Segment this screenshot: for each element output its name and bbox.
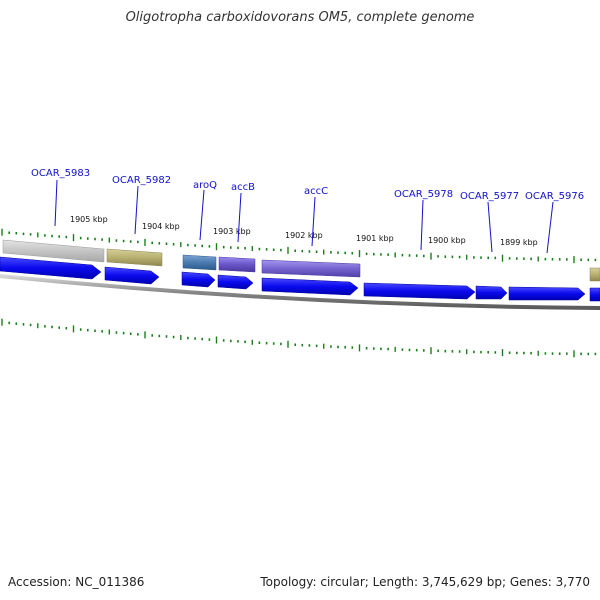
- genome-stats-text: Topology: circular; Length: 3,745,629 bp…: [260, 575, 590, 589]
- cds-arrow-ocar-5978[interactable]: [363, 282, 476, 300]
- gene-labels: OCAR_5983 OCAR_5982 aroQ accB accC OCAR_…: [31, 168, 584, 202]
- ortholog-track: [2, 239, 600, 282]
- kbp-label-1901: 1901 kbp: [356, 234, 394, 243]
- genome-title: Oligotropha carboxidovorans OM5, complet…: [125, 10, 475, 25]
- ortholog-block-ocar-5982[interactable]: [106, 248, 163, 267]
- gene-label-ocar-5977[interactable]: OCAR_5977: [460, 191, 519, 202]
- genome-backbone: [0, 274, 600, 310]
- leader-accc: [311, 196, 316, 247]
- kbp-label-1905: 1905 kbp: [70, 215, 108, 224]
- kbp-label-1904: 1904 kbp: [142, 222, 180, 231]
- cds-arrow-accb[interactable]: [217, 274, 254, 290]
- ortholog-block-right-edge[interactable]: [589, 267, 600, 282]
- ortholog-block-accc[interactable]: [261, 259, 361, 278]
- gene-leader-lines: [54, 179, 554, 254]
- leader-ocar-5976: [546, 201, 554, 254]
- ortholog-block-aroq[interactable]: [182, 254, 217, 271]
- cds-arrow-ocar-5977[interactable]: [475, 285, 508, 300]
- gene-label-ocar-5976[interactable]: OCAR_5976: [525, 191, 584, 202]
- ortholog-block-ocar-5983[interactable]: [2, 239, 105, 263]
- leader-ocar-5978: [420, 199, 424, 251]
- kbp-label-1902: 1902 kbp: [285, 231, 323, 240]
- gene-label-accb[interactable]: accB: [231, 182, 255, 193]
- kbp-label-1899: 1899 kbp: [500, 238, 538, 247]
- ortholog-block-accb[interactable]: [218, 256, 256, 273]
- leader-accb: [237, 192, 242, 243]
- kbp-scale-labels: 1905 kbp 1904 kbp 1903 kbp 1902 kbp 1901…: [70, 215, 538, 247]
- gene-label-accc[interactable]: accC: [304, 186, 328, 197]
- accession-text: Accession: NC_011386: [8, 575, 145, 589]
- cds-arrow-ocar-5976[interactable]: [508, 286, 586, 301]
- leader-ocar-5982: [134, 185, 139, 235]
- gene-label-ocar-5978[interactable]: OCAR_5978: [394, 189, 453, 200]
- leader-ocar-5983: [54, 179, 58, 227]
- scale-ticks-lower: [1, 318, 597, 358]
- cds-arrow-right-edge[interactable]: [589, 287, 600, 302]
- cds-arrow-accc[interactable]: [261, 277, 359, 296]
- leader-ocar-5977: [487, 201, 493, 253]
- cds-arrow-ocar-5982[interactable]: [104, 266, 160, 285]
- gene-label-ocar-5983[interactable]: OCAR_5983: [31, 168, 90, 179]
- gene-label-ocar-5982[interactable]: OCAR_5982: [112, 175, 171, 186]
- cds-arrow-ocar-5983[interactable]: [0, 256, 102, 280]
- leader-aroq: [199, 189, 205, 241]
- kbp-label-1903: 1903 kbp: [213, 227, 251, 236]
- cds-track: [0, 256, 600, 302]
- scale-ticks-upper: [1, 228, 597, 264]
- gene-label-aroq[interactable]: aroQ: [193, 180, 217, 191]
- cds-arrow-aroq[interactable]: [181, 271, 216, 288]
- kbp-label-1900: 1900 kbp: [428, 236, 466, 245]
